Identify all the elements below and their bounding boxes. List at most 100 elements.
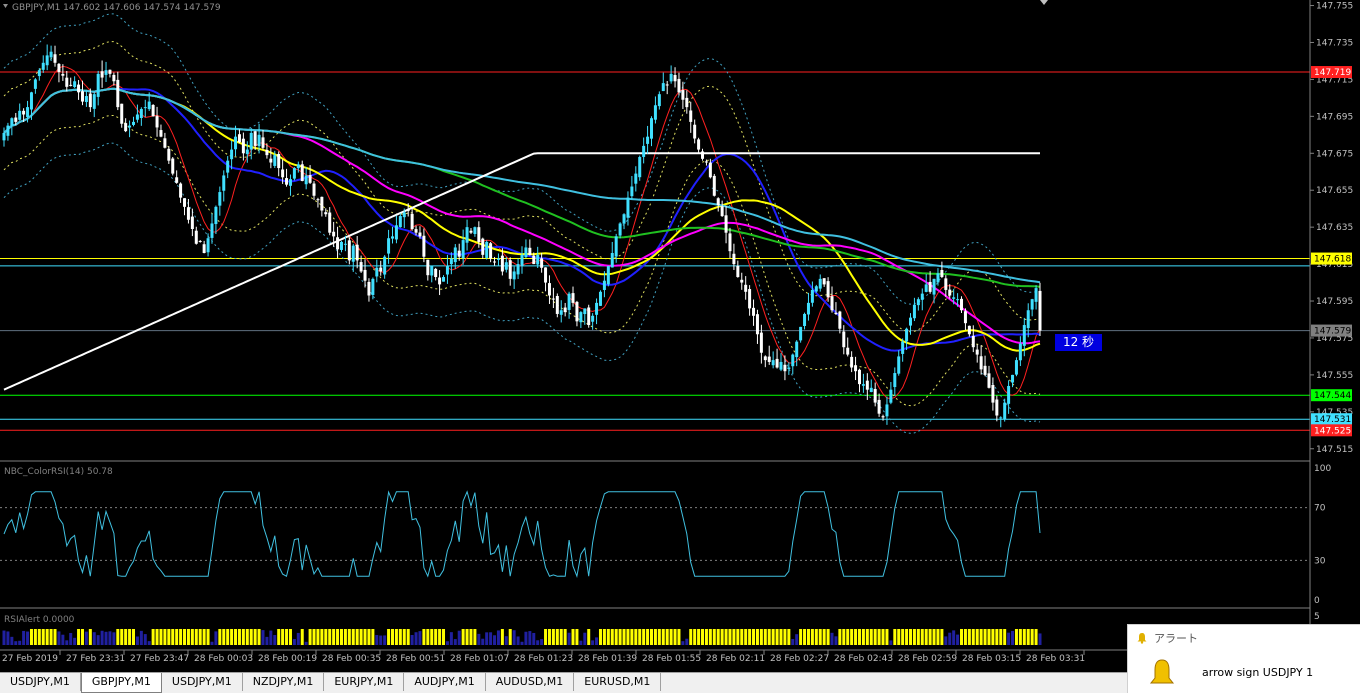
candle-body [975, 349, 979, 355]
symbol-header: GBPJPY,M1 147.602 147.606 147.574 147.57… [12, 3, 221, 13]
candle-body [673, 75, 677, 82]
alert-bar [194, 629, 198, 645]
alert-bar [33, 629, 37, 645]
candle-body [500, 255, 504, 272]
alert-bar [1030, 629, 1034, 645]
candle-body [920, 293, 924, 300]
dropdown-arrow-icon[interactable] [1038, 0, 1050, 6]
time-tick-label: 28 Feb 03:15 [962, 654, 1021, 664]
candle-body [508, 260, 512, 279]
candle-body [6, 125, 10, 136]
time-tick-label: 28 Feb 02:43 [834, 654, 893, 664]
candle-body [897, 356, 901, 374]
alert-bar [339, 629, 343, 645]
alert-window[interactable]: アラート arrow sign USDJPY 1 [1127, 624, 1360, 693]
candle-body [461, 240, 465, 259]
candle-body [336, 237, 340, 250]
price-level-tag [1311, 252, 1352, 265]
alert-bar [312, 629, 316, 645]
alert-bar [575, 629, 579, 645]
rsi-line [3, 490, 1041, 579]
candle-body [763, 356, 767, 361]
candle-body [442, 277, 446, 282]
candle-body [1022, 325, 1026, 346]
candle-body [29, 92, 33, 110]
alert-bar [787, 629, 791, 645]
alert-title: アラート [1154, 632, 1198, 645]
alert-bar [940, 629, 944, 645]
candle-body [159, 130, 163, 137]
symbol-tab-2[interactable]: USDJPY,M1 [162, 673, 243, 691]
candle-body [84, 96, 88, 103]
alert-bar [944, 636, 948, 645]
alert-bar [159, 629, 163, 645]
alert-bar [646, 629, 650, 645]
candle-body [449, 258, 453, 265]
symbol-tab-6[interactable]: AUDUSD,M1 [486, 673, 575, 691]
candle-body [139, 108, 143, 119]
collapse-triangle-icon[interactable] [3, 4, 8, 8]
alert-bar [132, 629, 135, 645]
alert-bar [536, 640, 540, 645]
candle-body [759, 332, 763, 353]
alert-bar [414, 632, 418, 645]
alert-bar [524, 631, 528, 645]
candle-body [528, 247, 532, 255]
candle-body [120, 103, 124, 124]
alert-bar [838, 629, 842, 645]
candle-body [850, 356, 854, 368]
rsi-panel: 100 70 30 0 [0, 464, 1331, 606]
symbol-tab-5[interactable]: AUDJPY,M1 [404, 673, 486, 691]
candle-body [277, 153, 281, 169]
candle-body [147, 101, 151, 110]
alert-bar [685, 638, 689, 645]
candle-body [987, 373, 991, 388]
alert-bar [803, 629, 807, 645]
candle-body [469, 230, 473, 233]
candle-body [300, 164, 304, 181]
price-level-tag [1311, 324, 1352, 337]
candle-body [540, 258, 544, 268]
candle-body [214, 206, 218, 225]
candle-body [810, 289, 814, 303]
alert-bar [124, 629, 128, 645]
alert-bar [65, 640, 69, 645]
alert-bar [183, 629, 187, 645]
candle-body [230, 149, 234, 160]
alert-bar [281, 629, 285, 645]
alert-bar [406, 629, 410, 645]
candlesticks [2, 44, 1042, 428]
candle-body [865, 380, 869, 390]
alert-row[interactable]: arrow sign USDJPY 1 [1128, 651, 1360, 693]
symbol-tab-7[interactable]: EURUSD,M1 [574, 673, 662, 691]
alert-bar [120, 629, 124, 645]
candle-body [622, 214, 626, 224]
symbol-tab-4[interactable]: EURJPY,M1 [324, 673, 405, 691]
alert-bar [434, 629, 438, 645]
candle-body [1038, 290, 1042, 331]
symbol-tab-0[interactable]: USDJPY,M1 [0, 673, 81, 691]
alert-bar [920, 629, 924, 645]
alert-bar [493, 635, 497, 645]
trading-chart[interactable]: 147.755 147.735 147.715 147.695 147.675 147.6… [0, 0, 1360, 672]
candle-body [37, 70, 41, 77]
time-tick-label: 28 Feb 01:23 [514, 654, 573, 664]
alert-bar [418, 631, 422, 645]
symbol-tab-3[interactable]: NZDJPY,M1 [243, 673, 325, 691]
candle-body [591, 315, 595, 322]
candle-body [112, 74, 116, 82]
rsi-tick-label: 100 [1314, 464, 1331, 474]
alert-bar [371, 629, 375, 645]
symbol-tab-1[interactable]: GBPJPY,M1 [80, 673, 162, 693]
candle-body [241, 138, 245, 154]
alert-bar [398, 629, 402, 645]
candle-body [383, 256, 387, 275]
alert-bar [367, 629, 371, 645]
alert-bar [351, 629, 355, 645]
alert-bar [748, 629, 752, 645]
candle-body [936, 273, 940, 283]
candle-body [273, 155, 277, 166]
candle-body [583, 308, 587, 315]
candle-body [438, 277, 442, 285]
candle-body [854, 365, 858, 372]
